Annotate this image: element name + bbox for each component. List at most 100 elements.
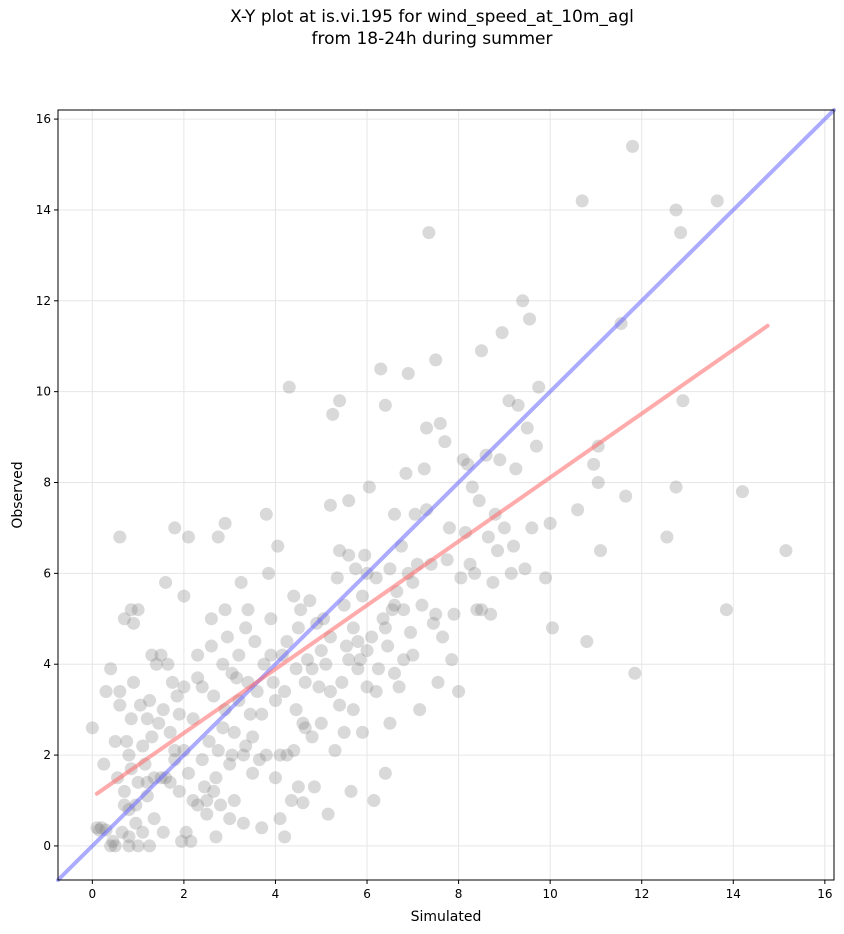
data-point [131,603,145,617]
data-point [575,194,589,208]
data-point [168,744,182,758]
data-point [104,839,118,853]
data-point [124,712,138,726]
data-point [307,780,321,794]
data-point [495,326,509,340]
data-point [491,544,505,558]
data-point [440,553,454,567]
data-point [284,794,298,808]
data-point [735,485,749,499]
data-point [436,630,450,644]
y-tick-label: 0 [43,839,51,853]
data-point [351,662,365,676]
data-point [97,757,111,771]
data-point [397,653,411,667]
data-point [262,566,276,580]
data-point [303,594,317,608]
data-point [323,684,337,698]
data-point [660,530,674,544]
data-point [465,480,479,494]
data-point [117,612,131,626]
data-point [355,589,369,603]
data-point [209,771,223,785]
data-point [406,648,420,662]
data-point [474,603,488,617]
data-point [257,657,271,671]
data-point [156,825,170,839]
data-point [397,603,411,617]
data-point [360,680,374,694]
plot-frame [57,109,835,881]
data-point [454,571,468,585]
data-point [387,507,401,521]
x-tick-label: 12 [634,887,649,901]
data-point [676,394,690,408]
data-point [211,744,225,758]
y-tick-label: 4 [43,657,51,671]
data-point [227,794,241,808]
data-point [122,830,136,844]
data-point [523,312,537,326]
data-point [209,830,223,844]
data-point [202,734,216,748]
data-point [120,734,134,748]
data-point [172,784,186,798]
data-point [594,544,608,558]
data-point [225,666,239,680]
data-point [159,575,173,589]
data-point [236,816,250,830]
data-point [333,394,347,408]
data-point [486,575,500,589]
data-point [509,462,523,476]
data-point [445,653,459,667]
axis-ticks: 0 2 4 6 8 10 12 14 16 0 2 4 6 8 10 12 14 16 [36,112,833,901]
chart-title: X-Y plot at is.vi.195 for wind_speed_at_… [0,6,844,50]
data-point [195,680,209,694]
data-point [99,684,113,698]
x-axis-label: Simulated [411,909,482,925]
data-point [333,544,347,558]
data-point [115,825,129,839]
data-point [369,684,383,698]
data-point [539,571,553,585]
data-point [287,589,301,603]
data-point [433,416,447,430]
y-tick-label: 12 [36,294,51,308]
data-point [314,644,328,658]
data-point [463,557,477,571]
data-point [227,725,241,739]
data-point [507,539,521,553]
data-point [497,521,511,535]
data-point [255,821,269,835]
data-point [273,748,287,762]
data-point [719,603,733,617]
data-point [200,794,214,808]
data-point [426,616,440,630]
data-point [113,684,127,698]
data-point [168,521,182,535]
data-point [591,476,605,490]
data-point [243,707,257,721]
data-point [502,394,516,408]
data-point [383,716,397,730]
data-point [220,630,234,644]
data-point [246,730,260,744]
data-point [401,366,415,380]
data-point [628,666,642,680]
data-point [532,380,546,394]
data-point [529,439,543,453]
data-point [385,603,399,617]
data-point [163,725,177,739]
data-point [271,539,285,553]
x-tick-label: 2 [180,887,188,901]
data-point [133,698,147,712]
data-point [124,603,138,617]
data-point [710,194,724,208]
data-point [218,603,232,617]
data-point [179,825,193,839]
data-point [216,657,230,671]
data-point [268,694,282,708]
data-point [333,698,347,712]
data-point [264,612,278,626]
